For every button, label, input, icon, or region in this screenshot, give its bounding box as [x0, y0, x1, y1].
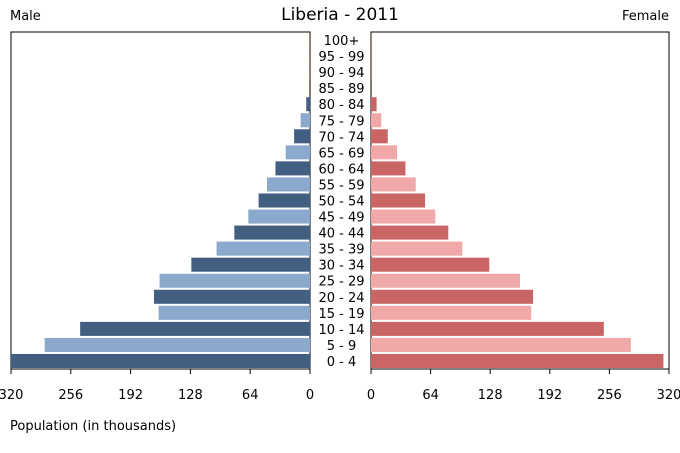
female-bar-10 [371, 193, 426, 208]
female-tick-label-0: 320 [657, 388, 680, 403]
age-group-label-9: 45 - 49 [318, 211, 364, 226]
age-group-label-20: 100+ [324, 34, 360, 49]
male-tick-label-1: 256 [58, 388, 83, 403]
female-bar-17 [371, 81, 372, 96]
female-tick-label-1: 256 [597, 388, 622, 403]
female-bar-2 [371, 321, 604, 336]
male-bar-2 [80, 321, 310, 336]
female-tick-label-2: 192 [537, 388, 562, 403]
x-axis-label: Population (in thousands) [10, 419, 177, 434]
male-bar-11 [267, 177, 310, 192]
male-bar-5 [159, 273, 310, 288]
female-bar-6 [371, 257, 490, 272]
age-group-label-11: 55 - 59 [318, 178, 364, 193]
male-bar-14 [294, 129, 310, 144]
male-bar-6 [191, 257, 310, 272]
male-bar-15 [300, 113, 310, 128]
female-bar-5 [371, 273, 520, 288]
age-group-label-15: 75 - 79 [318, 114, 364, 129]
male-bar-4 [153, 289, 310, 304]
male-bar-1 [44, 337, 310, 352]
female-label: Female [621, 9, 669, 24]
female-bar-14 [371, 129, 388, 144]
male-tick-label-5: 0 [306, 388, 314, 403]
age-group-label-12: 60 - 64 [318, 162, 364, 177]
female-bar-12 [371, 161, 406, 176]
age-group-label-6: 30 - 34 [318, 259, 364, 274]
female-bar-15 [371, 113, 382, 128]
female-bar-19 [371, 49, 372, 64]
male-tick-label-3: 128 [178, 388, 203, 403]
female-bar-20 [371, 33, 372, 48]
age-group-label-7: 35 - 39 [318, 243, 364, 258]
female-bar-18 [371, 65, 372, 80]
age-group-label-16: 80 - 84 [318, 98, 364, 113]
female-tick-label-5: 0 [367, 388, 375, 403]
age-group-label-3: 15 - 19 [318, 307, 364, 322]
age-group-label-14: 70 - 74 [318, 130, 364, 145]
female-bar-11 [371, 177, 416, 192]
male-label: Male [10, 9, 41, 24]
age-group-label-4: 20 - 24 [318, 291, 364, 306]
male-bar-0 [11, 353, 310, 368]
age-group-label-1: 5 - 9 [327, 339, 357, 354]
age-group-label-0: 0 - 4 [327, 355, 357, 370]
male-tick-label-0: 320 [0, 388, 23, 403]
female-bar-9 [371, 209, 436, 224]
age-group-label-19: 95 - 99 [318, 50, 364, 65]
male-bar-3 [158, 305, 310, 320]
male-bar-13 [285, 145, 310, 160]
male-tick-label-2: 192 [118, 388, 143, 403]
female-bar-1 [371, 337, 631, 352]
age-group-label-17: 85 - 89 [318, 82, 364, 97]
chart-title: Liberia - 2011 [281, 5, 399, 25]
age-group-label-10: 50 - 54 [318, 195, 364, 210]
female-bar-13 [371, 145, 398, 160]
female-tick-label-4: 64 [422, 388, 439, 403]
male-bar-12 [275, 161, 310, 176]
male-tick-label-4: 64 [242, 388, 259, 403]
female-bar-8 [371, 225, 449, 240]
female-bar-16 [371, 97, 377, 112]
female-tick-label-3: 128 [478, 388, 503, 403]
age-group-label-13: 65 - 69 [318, 146, 364, 161]
male-bar-20 [309, 33, 310, 48]
female-bar-4 [371, 289, 534, 304]
male-bar-17 [309, 81, 310, 96]
age-group-label-18: 90 - 94 [318, 66, 364, 81]
male-bar-7 [216, 241, 310, 256]
male-bar-9 [248, 209, 310, 224]
male-bar-19 [309, 49, 310, 64]
male-bar-10 [258, 193, 310, 208]
female-bar-7 [371, 241, 463, 256]
male-bar-8 [234, 225, 310, 240]
male-bar-16 [306, 97, 310, 112]
male-bar-18 [309, 65, 310, 80]
female-bar-0 [371, 353, 664, 368]
female-bar-3 [371, 305, 532, 320]
age-group-label-8: 40 - 44 [318, 227, 364, 242]
age-group-label-2: 10 - 14 [318, 323, 364, 338]
age-group-label-5: 25 - 29 [318, 275, 364, 290]
